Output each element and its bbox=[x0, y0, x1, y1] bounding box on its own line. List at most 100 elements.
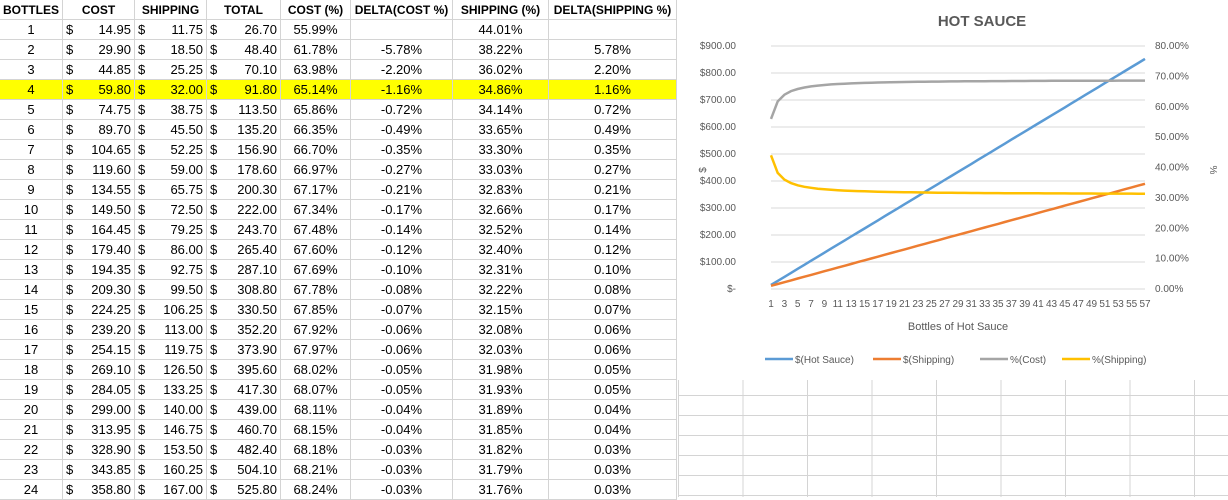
cell-cost-pct[interactable]: 65.14% bbox=[280, 79, 351, 100]
cell-ship-pct[interactable]: 32.83% bbox=[452, 179, 549, 200]
cell-total[interactable]: $330.50 bbox=[206, 299, 281, 320]
cell-total[interactable]: $178.60 bbox=[206, 159, 281, 180]
cell-total[interactable]: $26.70 bbox=[206, 19, 281, 40]
cell-total[interactable]: $460.70 bbox=[206, 419, 281, 440]
cell-shipping[interactable]: $146.75 bbox=[134, 419, 207, 440]
cell-bottles[interactable]: 10 bbox=[0, 199, 63, 220]
cell-bottles[interactable]: 12 bbox=[0, 239, 63, 260]
cell-delta-ship[interactable]: 0.49% bbox=[548, 119, 677, 140]
cell-ship-pct[interactable]: 33.30% bbox=[452, 139, 549, 160]
cell-delta-cost[interactable]: -0.27% bbox=[350, 159, 453, 180]
cell-shipping[interactable]: $32.00 bbox=[134, 79, 207, 100]
cell-shipping[interactable]: $52.25 bbox=[134, 139, 207, 160]
cell-delta-ship[interactable]: 0.12% bbox=[548, 239, 677, 260]
column-header[interactable]: SHIPPING (%) bbox=[452, 0, 549, 20]
cell-delta-cost[interactable]: -0.07% bbox=[350, 299, 453, 320]
cell-ship-pct[interactable]: 31.85% bbox=[452, 419, 549, 440]
cell-ship-pct[interactable]: 36.02% bbox=[452, 59, 549, 80]
cell-delta-cost[interactable]: -0.17% bbox=[350, 199, 453, 220]
cell-cost[interactable]: $254.15 bbox=[62, 339, 135, 360]
cell-cost-pct[interactable]: 67.34% bbox=[280, 199, 351, 220]
cell-ship-pct[interactable]: 34.14% bbox=[452, 99, 549, 120]
cell-ship-pct[interactable]: 32.52% bbox=[452, 219, 549, 240]
cell-total[interactable]: $287.10 bbox=[206, 259, 281, 280]
cell-cost-pct[interactable]: 66.70% bbox=[280, 139, 351, 160]
cell-ship-pct[interactable]: 31.79% bbox=[452, 459, 549, 480]
cell-cost-pct[interactable]: 68.07% bbox=[280, 379, 351, 400]
cell-bottles[interactable]: 16 bbox=[0, 319, 63, 340]
cell-cost[interactable]: $269.10 bbox=[62, 359, 135, 380]
cell-bottles[interactable]: 3 bbox=[0, 59, 63, 80]
cell-cost[interactable]: $239.20 bbox=[62, 319, 135, 340]
hot-sauce-chart[interactable]: $- $100.00 $200.00 $300.00 $400.00 $500.00 $60… bbox=[679, 0, 1228, 380]
cell-cost[interactable]: $74.75 bbox=[62, 99, 135, 120]
cell-delta-ship[interactable]: 0.21% bbox=[548, 179, 677, 200]
cell-delta-ship[interactable]: 2.20% bbox=[548, 59, 677, 80]
cell-total[interactable]: $113.50 bbox=[206, 99, 281, 120]
cell-total[interactable]: $395.60 bbox=[206, 359, 281, 380]
cell-shipping[interactable]: $167.00 bbox=[134, 479, 207, 500]
cell-ship-pct[interactable]: 34.86% bbox=[452, 79, 549, 100]
cell-total[interactable]: $439.00 bbox=[206, 399, 281, 420]
cell-shipping[interactable]: $160.25 bbox=[134, 459, 207, 480]
cell-ship-pct[interactable]: 32.22% bbox=[452, 279, 549, 300]
column-header[interactable]: COST bbox=[62, 0, 135, 20]
column-header[interactable]: BOTTLES bbox=[0, 0, 63, 20]
cell-cost-pct[interactable]: 66.35% bbox=[280, 119, 351, 140]
cell-total[interactable]: $352.20 bbox=[206, 319, 281, 340]
cell-delta-cost[interactable]: -0.72% bbox=[350, 99, 453, 120]
cell-delta-cost[interactable]: -0.04% bbox=[350, 399, 453, 420]
cell-bottles[interactable]: 20 bbox=[0, 399, 63, 420]
cell-ship-pct[interactable]: 32.08% bbox=[452, 319, 549, 340]
cell-total[interactable]: $308.80 bbox=[206, 279, 281, 300]
cell-bottles[interactable]: 5 bbox=[0, 99, 63, 120]
cell-total[interactable]: $243.70 bbox=[206, 219, 281, 240]
cell-total[interactable]: $504.10 bbox=[206, 459, 281, 480]
cell-shipping[interactable]: $153.50 bbox=[134, 439, 207, 460]
cell-ship-pct[interactable]: 32.03% bbox=[452, 339, 549, 360]
column-header[interactable]: DELTA(SHIPPING %) bbox=[548, 0, 677, 20]
cell-ship-pct[interactable]: 44.01% bbox=[452, 19, 549, 40]
cell-cost-pct[interactable]: 55.99% bbox=[280, 19, 351, 40]
cell-delta-ship[interactable]: 0.07% bbox=[548, 299, 677, 320]
cell-delta-ship[interactable]: 5.78% bbox=[548, 39, 677, 60]
cell-delta-cost[interactable]: -0.04% bbox=[350, 419, 453, 440]
cell-delta-cost[interactable]: -0.49% bbox=[350, 119, 453, 140]
cell-bottles[interactable]: 9 bbox=[0, 179, 63, 200]
spreadsheet-table[interactable]: BOTTLES COST SHIPPING TOTAL COST (%) DELTA(CO… bbox=[0, 0, 677, 500]
cell-cost-pct[interactable]: 67.48% bbox=[280, 219, 351, 240]
cell-shipping[interactable]: $11.75 bbox=[134, 19, 207, 40]
cell-total[interactable]: $91.80 bbox=[206, 79, 281, 100]
cell-delta-cost[interactable]: -1.16% bbox=[350, 79, 453, 100]
cell-bottles[interactable]: 8 bbox=[0, 159, 63, 180]
cell-total[interactable]: $417.30 bbox=[206, 379, 281, 400]
cell-shipping[interactable]: $119.75 bbox=[134, 339, 207, 360]
cell-delta-ship[interactable] bbox=[548, 19, 677, 40]
cell-bottles[interactable]: 21 bbox=[0, 419, 63, 440]
cell-shipping[interactable]: $113.00 bbox=[134, 319, 207, 340]
cell-delta-ship[interactable]: 0.10% bbox=[548, 259, 677, 280]
cell-delta-cost[interactable]: -0.05% bbox=[350, 379, 453, 400]
cell-delta-ship[interactable]: 0.06% bbox=[548, 319, 677, 340]
cell-cost-pct[interactable]: 67.97% bbox=[280, 339, 351, 360]
cell-bottles[interactable]: 2 bbox=[0, 39, 63, 60]
cell-delta-ship[interactable]: 0.14% bbox=[548, 219, 677, 240]
cell-cost-pct[interactable]: 63.98% bbox=[280, 59, 351, 80]
cell-delta-cost[interactable]: -5.78% bbox=[350, 39, 453, 60]
cell-cost[interactable]: $179.40 bbox=[62, 239, 135, 260]
cell-bottles[interactable]: 11 bbox=[0, 219, 63, 240]
cell-shipping[interactable]: $18.50 bbox=[134, 39, 207, 60]
cell-cost[interactable]: $149.50 bbox=[62, 199, 135, 220]
cell-ship-pct[interactable]: 31.89% bbox=[452, 399, 549, 420]
cell-delta-ship[interactable]: 0.35% bbox=[548, 139, 677, 160]
cell-cost[interactable]: $299.00 bbox=[62, 399, 135, 420]
cell-delta-cost[interactable]: -0.03% bbox=[350, 439, 453, 460]
cell-cost-pct[interactable]: 65.86% bbox=[280, 99, 351, 120]
cell-bottles[interactable]: 7 bbox=[0, 139, 63, 160]
cell-bottles[interactable]: 17 bbox=[0, 339, 63, 360]
cell-shipping[interactable]: $45.50 bbox=[134, 119, 207, 140]
cell-delta-ship[interactable]: 0.05% bbox=[548, 359, 677, 380]
cell-cost-pct[interactable]: 67.92% bbox=[280, 319, 351, 340]
cell-cost-pct[interactable]: 68.11% bbox=[280, 399, 351, 420]
cell-cost[interactable]: $328.90 bbox=[62, 439, 135, 460]
